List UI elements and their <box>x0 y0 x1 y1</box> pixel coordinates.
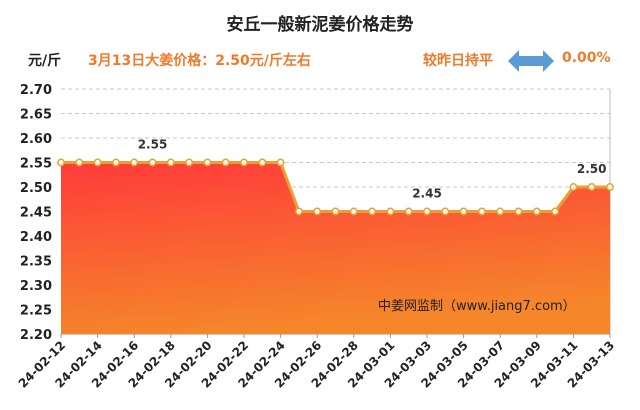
data-point <box>532 207 541 216</box>
change-value: 0.00% <box>562 50 611 66</box>
data-point <box>331 207 340 216</box>
data-point <box>294 207 303 216</box>
data-point <box>75 158 84 167</box>
data-point <box>240 158 248 167</box>
data-point <box>514 207 523 216</box>
x-axis-ticks: 24-02-1224-02-1424-02-1624-02-1824-02-20… <box>16 334 617 391</box>
data-point <box>349 207 358 216</box>
data-point <box>313 207 322 216</box>
data-labels: 2.55 2.45 2.50 <box>138 138 607 201</box>
data-label: 2.50 <box>577 162 607 176</box>
data-point <box>57 158 65 167</box>
y-tick-label: 2.50 <box>20 181 52 196</box>
data-point <box>587 183 596 191</box>
data-point <box>606 183 614 191</box>
y-tick-label: 2.30 <box>20 279 52 294</box>
y-tick-label: 2.40 <box>20 230 52 245</box>
y-axis-ticks: 2.20 2.25 2.30 2.35 2.40 2.45 2.50 2.55 2.60 2.65… <box>20 83 52 343</box>
y-tick-label: 2.65 <box>20 108 52 123</box>
data-point <box>386 207 395 216</box>
data-point <box>569 183 578 191</box>
data-point <box>203 158 212 167</box>
data-label: 2.55 <box>138 138 168 152</box>
data-point <box>423 207 431 216</box>
y-axis-unit: 元/斤 <box>28 53 62 69</box>
data-point <box>459 207 468 216</box>
data-point <box>93 158 102 167</box>
y-tick-label: 2.60 <box>20 132 52 147</box>
data-label: 2.45 <box>412 187 442 201</box>
data-point <box>166 158 175 167</box>
data-point <box>148 158 157 167</box>
watermark: 中姜网监制（www.jiang7.com） <box>378 299 576 314</box>
data-point <box>496 207 505 216</box>
y-tick-label: 2.20 <box>20 328 52 343</box>
y-tick-label: 2.70 <box>20 83 52 98</box>
chart-title: 安丘一般新泥姜价格走势 <box>226 15 414 35</box>
y-tick-label: 2.55 <box>20 157 52 172</box>
change-label: 较昨日持平 <box>423 53 493 69</box>
data-point <box>221 158 230 167</box>
price-area <box>61 162 610 334</box>
double-arrow-icon <box>508 50 554 72</box>
y-tick-label: 2.45 <box>20 206 52 221</box>
data-point <box>276 158 285 167</box>
y-tick-label: 2.35 <box>20 255 52 270</box>
data-point <box>258 158 267 167</box>
data-point <box>130 158 139 167</box>
data-point <box>185 158 194 167</box>
data-point <box>551 207 560 216</box>
data-point <box>404 207 413 216</box>
price-note: 3月13日大姜价格：2.50元/斤左右 <box>88 53 311 69</box>
data-point <box>477 207 486 216</box>
y-tick-label: 2.25 <box>20 304 52 319</box>
data-points <box>57 158 614 216</box>
data-point <box>441 207 450 216</box>
data-point <box>368 207 377 216</box>
data-point <box>111 158 120 167</box>
